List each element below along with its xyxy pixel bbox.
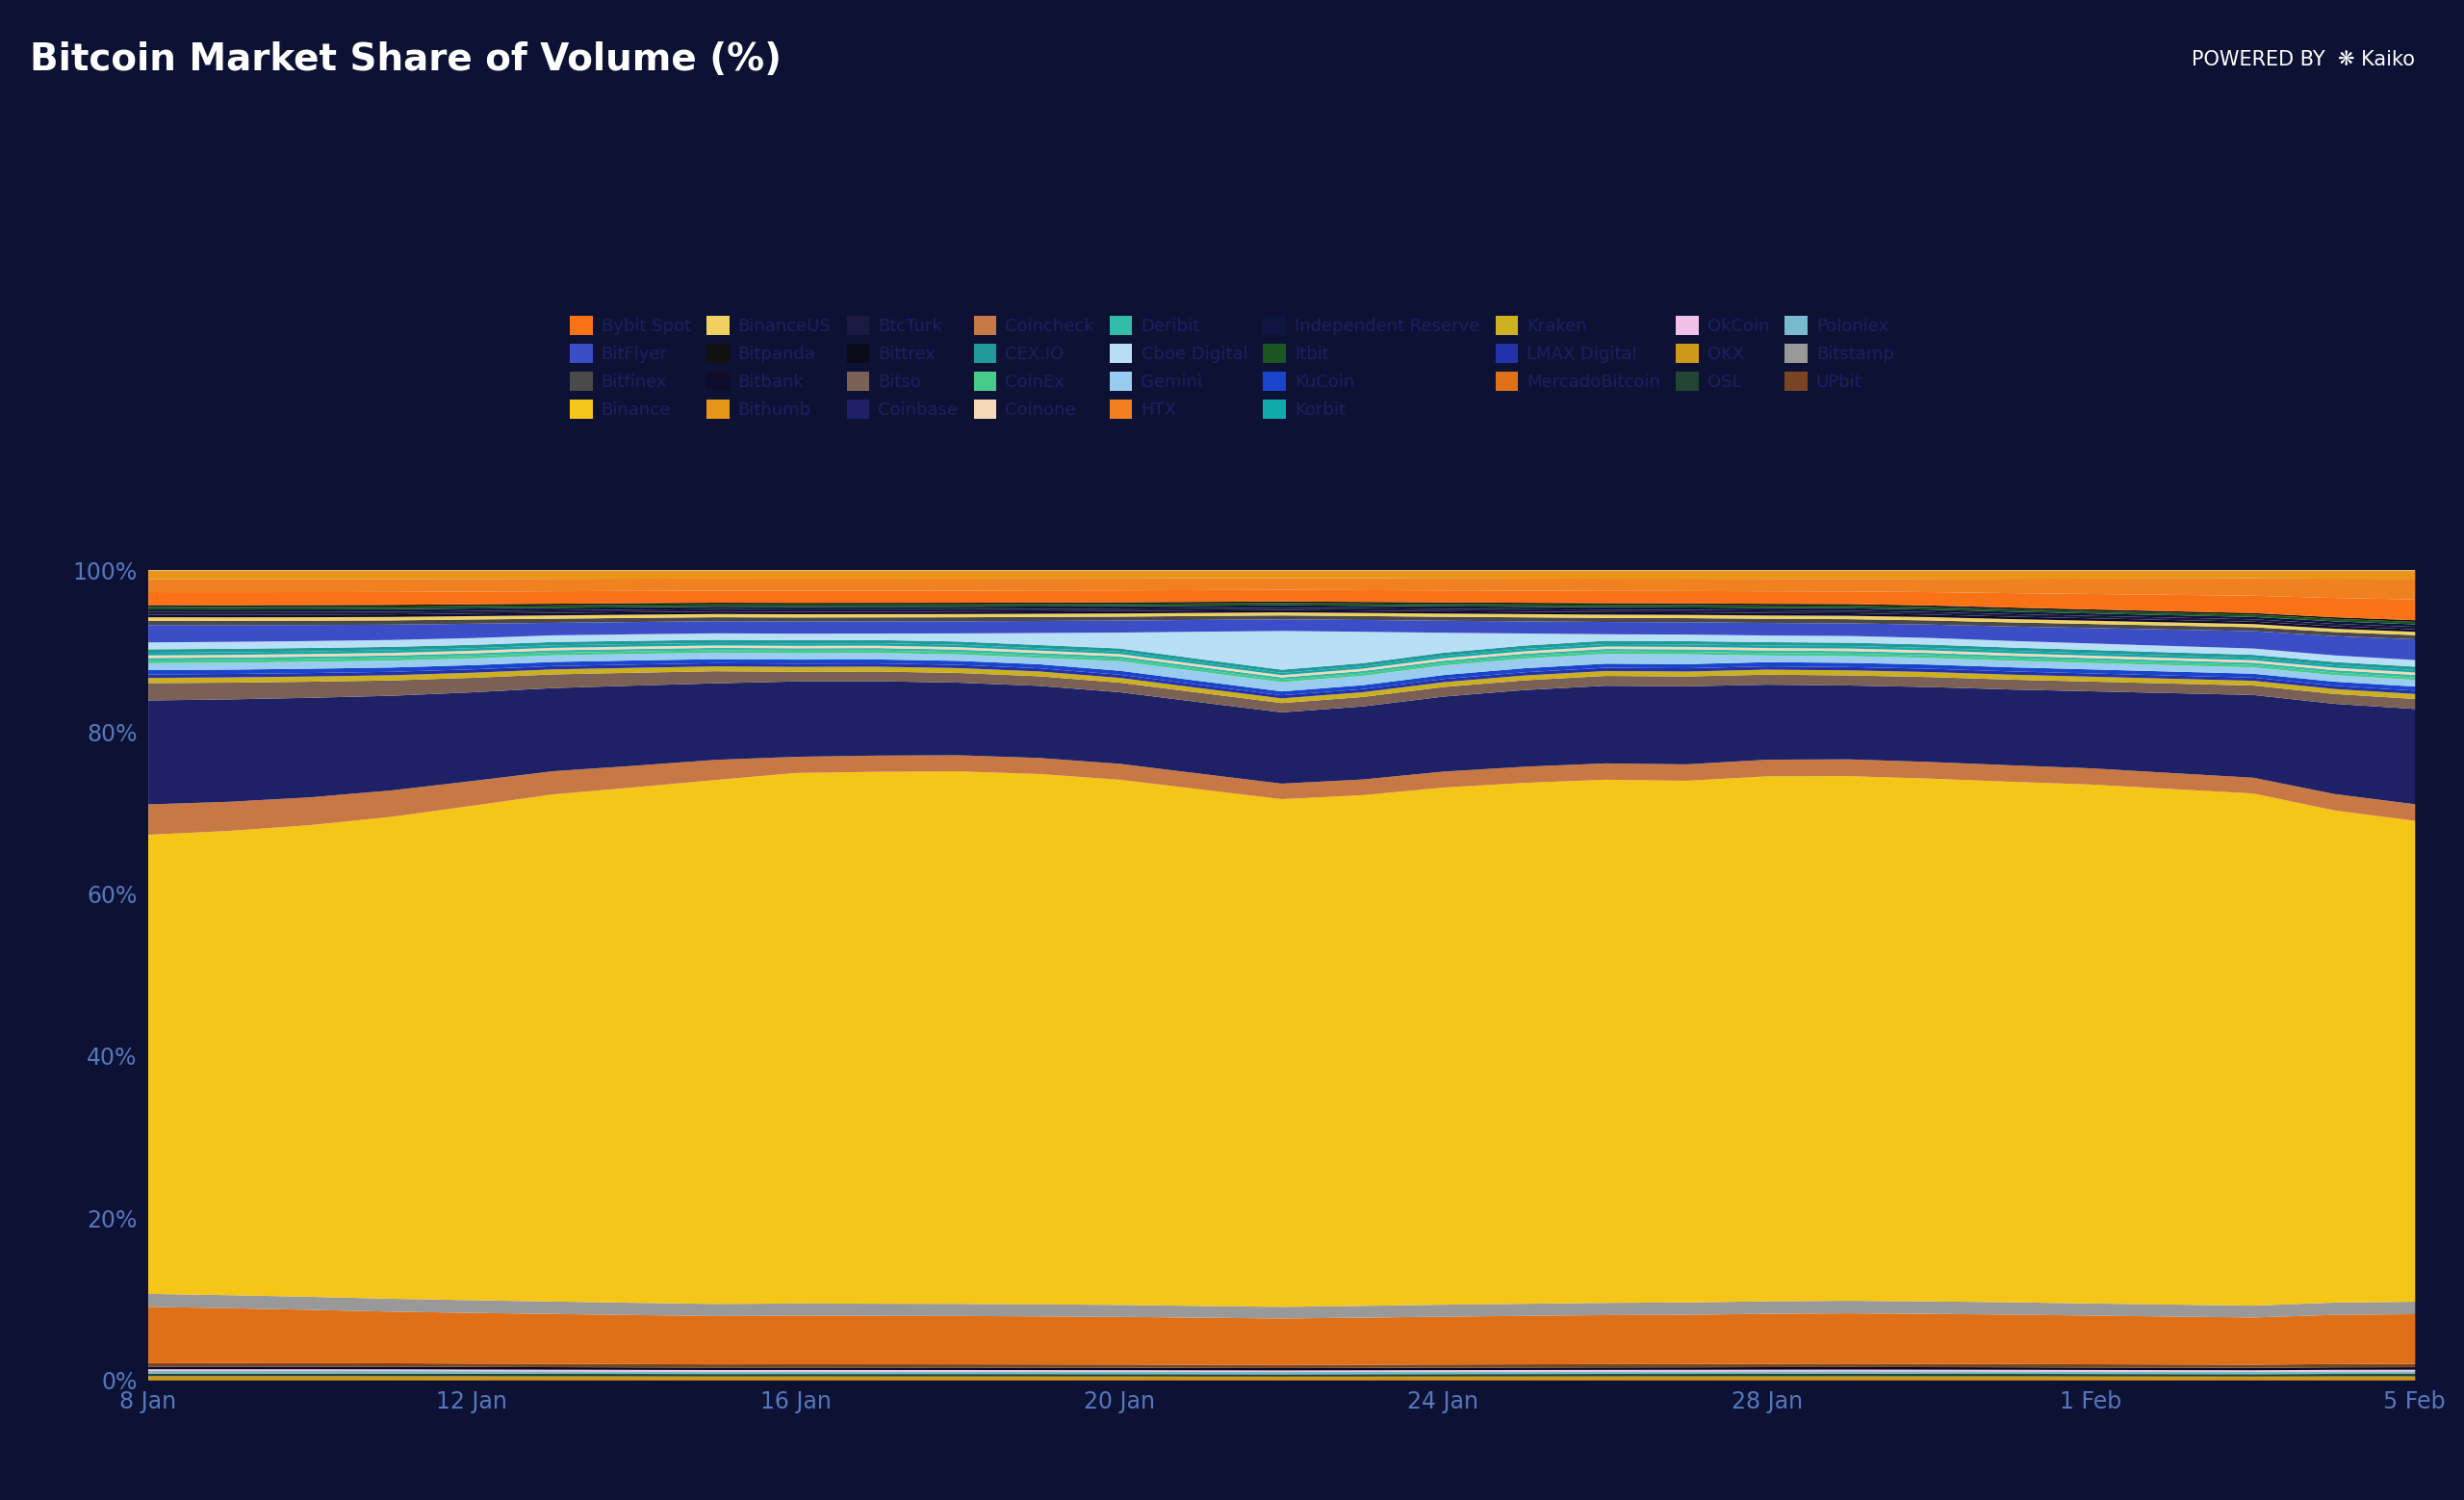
Text: ❋ Kaiko: ❋ Kaiko [1023,957,1540,1074]
Text: Bitcoin Market Share of Volume (%): Bitcoin Market Share of Volume (%) [30,42,781,78]
Legend: Bybit Spot, BitFlyer, Bitfinex, Binance, BinanceUS, Bitpanda, Bitbank, Bithumb, : Bybit Spot, BitFlyer, Bitfinex, Binance,… [569,316,1895,418]
Text: POWERED BY  ❋ Kaiko: POWERED BY ❋ Kaiko [2190,51,2415,69]
